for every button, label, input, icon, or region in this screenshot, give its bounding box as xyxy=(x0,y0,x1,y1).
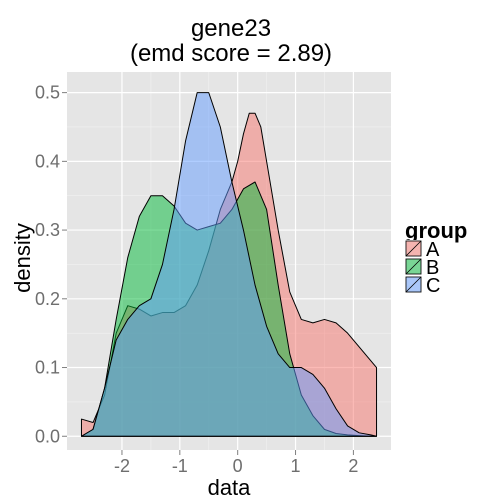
chart-title-line-2: (emd score = 2.89) xyxy=(130,40,332,67)
x-tick-label: -2 xyxy=(114,456,130,476)
legend-keys: ABC xyxy=(405,239,440,297)
legend-swatch-slash xyxy=(405,276,422,293)
y-tick-label: 0.4 xyxy=(35,151,60,171)
x-tick-label: -1 xyxy=(172,456,188,476)
legend-swatch-slash xyxy=(405,258,422,275)
legend-label: C xyxy=(426,275,440,297)
x-axis-ticks: -2 -1 0 1 2 xyxy=(114,450,358,476)
x-tick-label: 0 xyxy=(233,456,243,476)
y-tick-label: 0.5 xyxy=(35,83,60,103)
y-axis-title: density xyxy=(10,223,35,293)
chart-title-line-1: gene23 xyxy=(191,15,271,42)
y-tick-label: 0.1 xyxy=(35,358,60,378)
x-tick-label: 1 xyxy=(291,456,301,476)
legend-item-C: C xyxy=(405,275,440,297)
legend: group ABC xyxy=(405,218,467,297)
x-axis-title: data xyxy=(208,475,252,500)
density-area-C xyxy=(80,92,378,437)
legend-item-A: A xyxy=(405,239,440,261)
y-axis-ticks: 0.0 0.1 0.2 0.3 0.4 0.5 xyxy=(35,83,67,446)
legend-item-B: B xyxy=(405,257,439,279)
legend-title: group xyxy=(405,218,467,243)
legend-label: A xyxy=(426,239,440,261)
y-tick-label: 0.0 xyxy=(35,426,60,446)
y-tick-label: 0.3 xyxy=(35,220,60,240)
legend-swatch-slash xyxy=(405,240,422,257)
density-areas xyxy=(80,92,378,437)
y-tick-label: 0.2 xyxy=(35,289,60,309)
x-tick-label: 2 xyxy=(348,456,358,476)
legend-label: B xyxy=(426,257,439,279)
